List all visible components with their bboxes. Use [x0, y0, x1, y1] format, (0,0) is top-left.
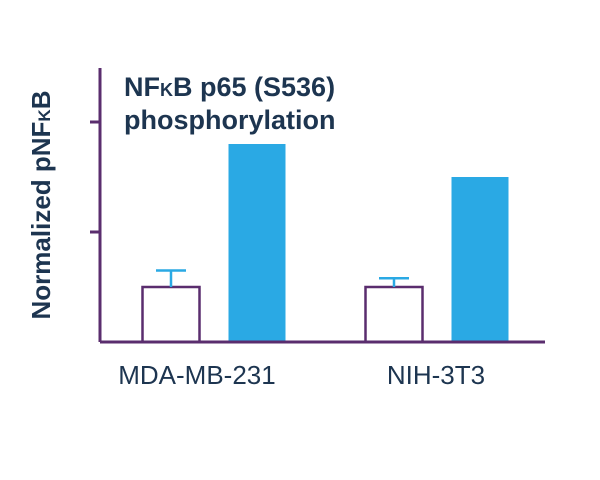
- x-tick-label-mda-mb-231: MDA-MB-231: [118, 360, 275, 390]
- bar-nih-3t3-filled: [451, 177, 509, 342]
- title-suffix: B p65 (S536): [173, 72, 335, 102]
- bar-nih-3t3-outline: [364, 285, 424, 344]
- ylabel-prefix: Normalized pNF: [26, 122, 56, 320]
- title-kappa: K: [160, 80, 173, 100]
- bars-layer: [141, 144, 509, 344]
- ylabel-suffix: B: [26, 91, 56, 110]
- x-tick-label-nih-3t3: NIH-3T3: [387, 360, 485, 390]
- bar-mda-mb-231-filled: [228, 144, 286, 342]
- y-ticks: [90, 120, 100, 234]
- chart-subtitle: phosphorylation: [124, 105, 336, 135]
- y-axis-label: Normalized pNFKB: [26, 91, 56, 320]
- x-tick-labels: MDA-MB-231 NIH-3T3: [118, 360, 485, 390]
- ylabel-kappa: K: [35, 109, 54, 122]
- bar-mda-mb-231-outline: [141, 285, 201, 344]
- title-prefix: NF: [124, 72, 160, 102]
- chart-title: NFKB p65 (S536): [124, 72, 335, 102]
